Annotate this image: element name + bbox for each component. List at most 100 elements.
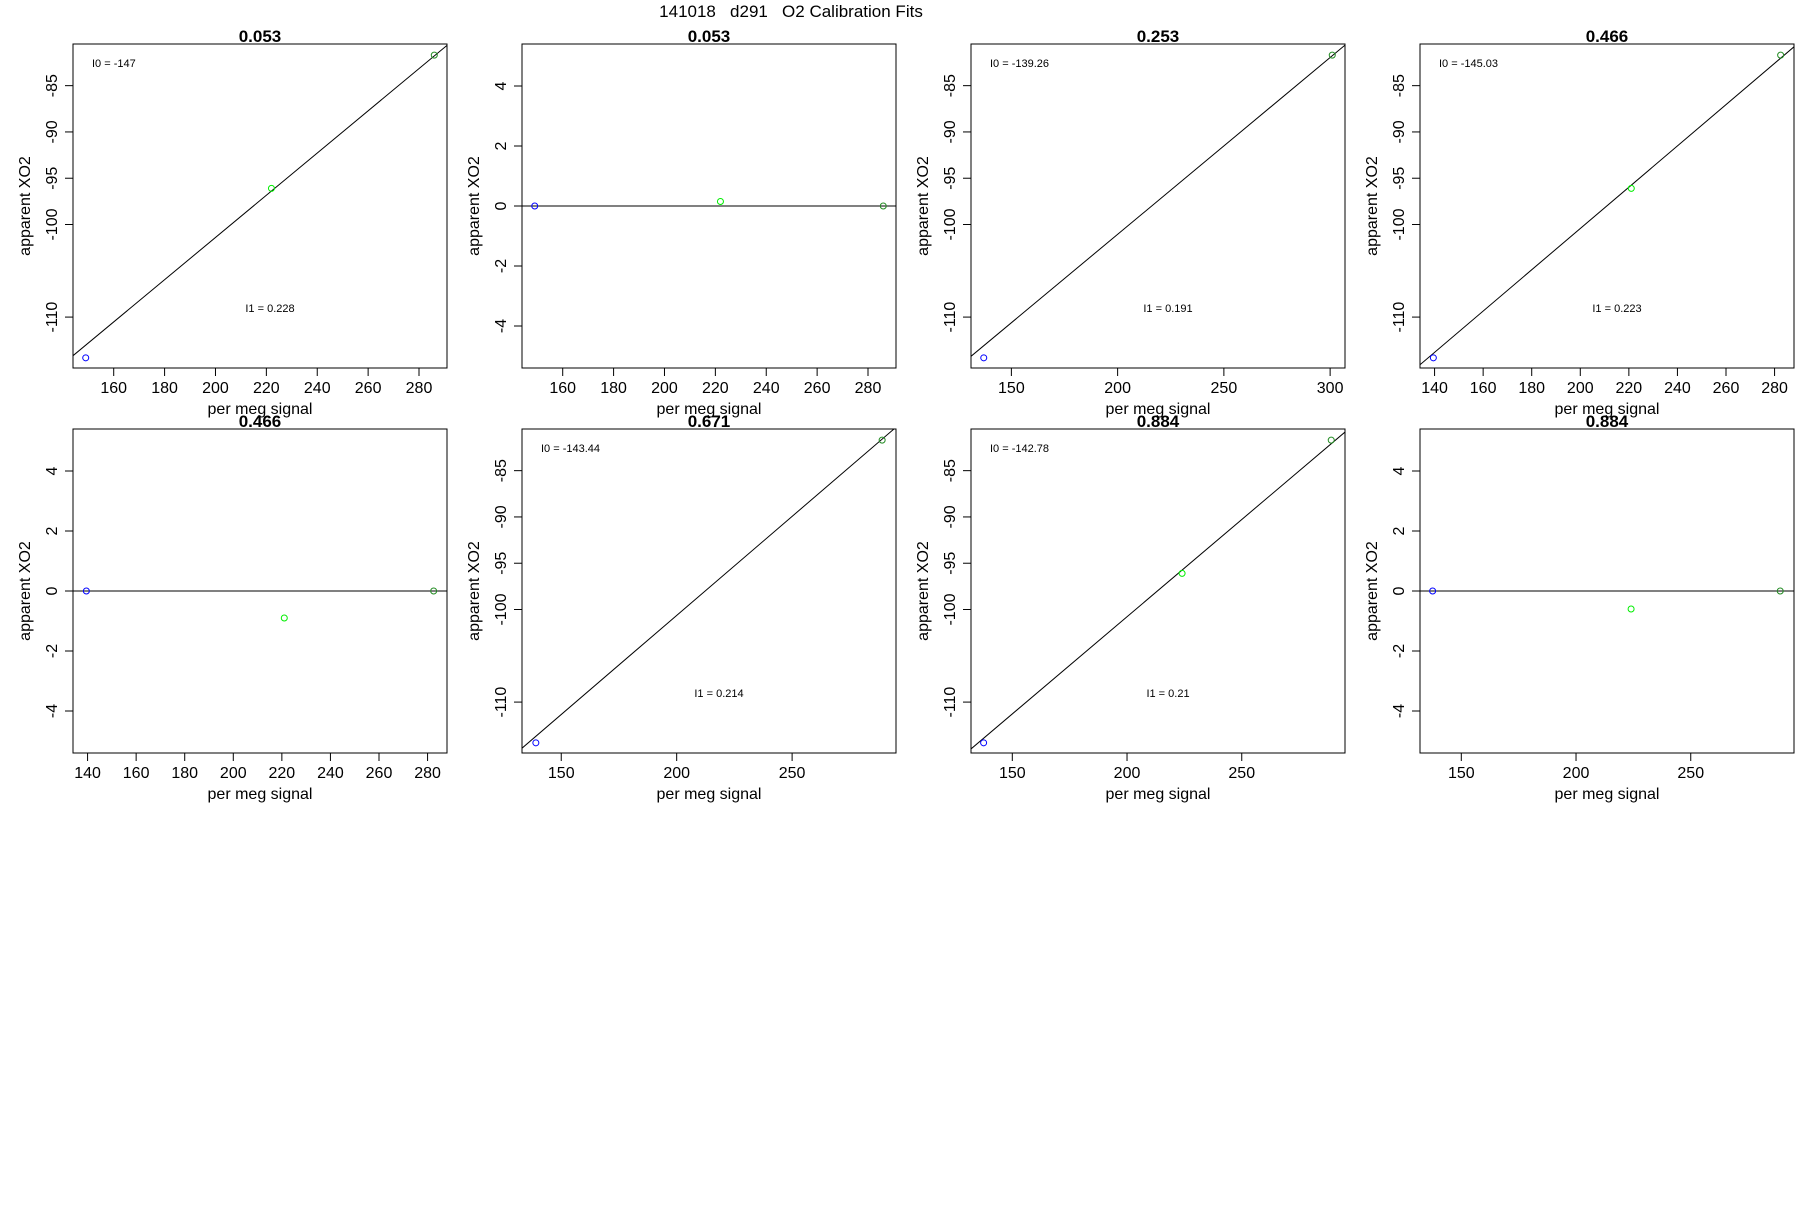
plot-frame <box>970 428 1346 754</box>
data-point <box>1328 51 1336 59</box>
panel-title: 0.053 <box>688 27 731 46</box>
y-tick-label: 0 <box>44 586 61 595</box>
chart-panel-4: 0.466 140 160 180 200 220 240 260 280 -85 -90 -95 -1… <box>1364 27 1795 418</box>
y-tick-label: -100 <box>493 593 510 625</box>
y-tick-label: -90 <box>942 505 959 528</box>
panel-title: 0.884 <box>1137 412 1180 431</box>
data-point <box>1776 587 1784 595</box>
y-tick-label: -90 <box>493 505 510 528</box>
x-tick-label: 260 <box>366 765 393 782</box>
y-tick-label: -2 <box>493 259 510 273</box>
fit-line <box>971 431 1345 750</box>
y-tick-label: -100 <box>44 208 61 240</box>
x-tick-label: 200 <box>202 380 229 397</box>
panel-title: 0.466 <box>239 412 282 431</box>
x-tick-label: 160 <box>549 380 576 397</box>
data-point <box>430 587 438 595</box>
y-tick-label: 4 <box>493 81 510 90</box>
slope-annotation: I1 = 0.214 <box>694 688 743 700</box>
y-axis-label: apparent XO2 <box>17 156 34 256</box>
y-tick-label: -85 <box>942 74 959 97</box>
x-tick-label: 150 <box>1448 765 1475 782</box>
y-tick-label: -95 <box>493 552 510 575</box>
y-tick-label: 0 <box>493 201 510 210</box>
x-tick-label: 280 <box>414 765 441 782</box>
panel-title: 0.053 <box>239 27 282 46</box>
x-tick-label: 280 <box>406 380 433 397</box>
fit-line <box>522 429 895 749</box>
y-tick-label: -110 <box>942 687 959 718</box>
y-tick-label: 4 <box>1391 466 1408 475</box>
x-tick-label: 180 <box>1518 380 1545 397</box>
y-axis-label: apparent XO2 <box>1364 156 1381 256</box>
x-tick-label: 240 <box>304 380 331 397</box>
data-point <box>1627 605 1635 613</box>
data-point <box>1627 184 1635 192</box>
data-point <box>980 739 988 747</box>
x-tick-label: 200 <box>663 765 690 782</box>
intercept-annotation: I0 = -147 <box>92 58 136 70</box>
chart-panel-2: 0.053 160 180 200 220 240 260 280 4 2 0 -2 -4 per meg… <box>466 27 897 418</box>
x-tick-label: 260 <box>355 380 382 397</box>
x-tick-label: 160 <box>1470 380 1497 397</box>
y-tick-label: -100 <box>1391 208 1408 240</box>
x-axis-label: per meg signal <box>1106 401 1211 418</box>
chart-panel-8: 0.884 150 200 250 4 2 0 -2 -4 per meg signal appar… <box>1364 412 1795 803</box>
y-tick-label: -110 <box>1391 302 1408 333</box>
data-point <box>879 202 887 210</box>
y-tick-label: -95 <box>942 552 959 575</box>
x-axis-label: per meg signal <box>208 786 313 803</box>
y-tick-label: -110 <box>942 302 959 333</box>
chart-panel-6: 0.671 150 200 250 -85 -90 -95 -100 -110 per meg s… <box>466 412 897 803</box>
slope-annotation: I1 = 0.228 <box>245 303 294 315</box>
y-tick-label: 4 <box>44 466 61 475</box>
x-tick-label: 240 <box>753 380 780 397</box>
y-tick-label: -2 <box>1391 644 1408 658</box>
x-axis-label: per meg signal <box>657 786 762 803</box>
intercept-annotation: I0 = -143.44 <box>541 443 600 455</box>
data-point <box>1777 51 1785 59</box>
fit-line <box>73 44 447 357</box>
data-point <box>1429 587 1437 595</box>
y-tick-label: -85 <box>1391 74 1408 97</box>
intercept-annotation: I0 = -145.03 <box>1439 58 1498 70</box>
x-tick-label: 240 <box>317 765 344 782</box>
x-axis-label: per meg signal <box>1555 401 1660 418</box>
data-point <box>82 587 90 595</box>
data-point <box>532 739 540 747</box>
x-tick-label: 200 <box>651 380 678 397</box>
y-tick-label: -90 <box>44 120 61 143</box>
plot-frame <box>970 43 1346 369</box>
fit-line <box>1420 46 1794 366</box>
y-tick-label: -4 <box>1391 704 1408 718</box>
y-axis-label: apparent XO2 <box>466 156 483 256</box>
x-tick-label: 150 <box>548 765 575 782</box>
y-tick-label: -85 <box>942 459 959 482</box>
data-point <box>716 198 724 205</box>
y-tick-label: -85 <box>44 74 61 97</box>
slope-annotation: I1 = 0.223 <box>1592 303 1641 315</box>
x-tick-label: 160 <box>123 765 150 782</box>
y-tick-label: 2 <box>44 526 61 535</box>
y-tick-label: -4 <box>44 704 61 718</box>
x-tick-label: 250 <box>1677 765 1704 782</box>
y-tick-label: -90 <box>1391 120 1408 143</box>
chart-panel-5: 0.466 140 160 180 200 220 240 260 280 4 2 0 -2 -4 per … <box>17 412 448 803</box>
slope-annotation: I1 = 0.191 <box>1143 303 1192 315</box>
chart-panel-3: 0.253 150 200 250 300 -85 -90 -95 -100 -110 per me… <box>915 27 1346 418</box>
data-point <box>1178 569 1186 577</box>
x-tick-label: 160 <box>100 380 127 397</box>
data-point <box>82 354 90 362</box>
y-tick-label: 0 <box>1391 586 1408 595</box>
y-tick-label: -110 <box>44 302 61 333</box>
x-tick-label: 260 <box>1713 380 1740 397</box>
x-tick-label: 200 <box>1104 380 1131 397</box>
x-tick-label: 200 <box>1563 765 1590 782</box>
x-tick-label: 250 <box>1228 765 1255 782</box>
intercept-annotation: I0 = -139.26 <box>990 58 1049 70</box>
y-tick-label: -85 <box>493 459 510 482</box>
data-point <box>430 51 438 59</box>
x-axis-label: per meg signal <box>657 401 762 418</box>
